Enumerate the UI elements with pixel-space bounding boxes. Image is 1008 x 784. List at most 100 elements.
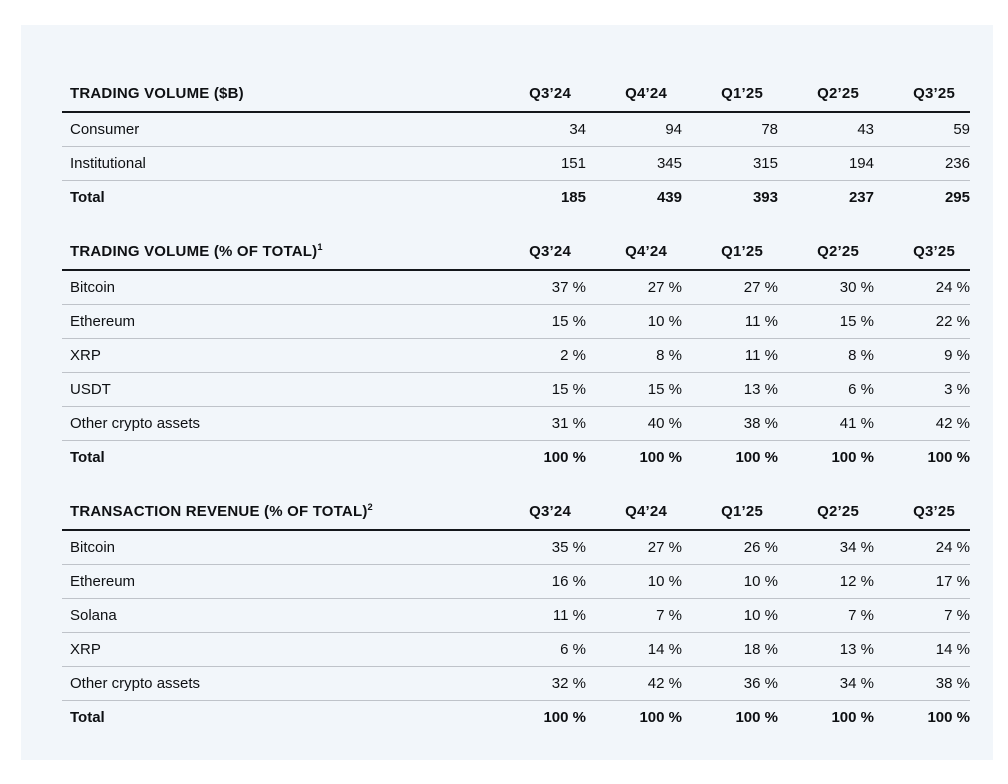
cell-value: 34 [569, 120, 586, 138]
total-row: Total 185 439 393 237 295 [62, 179, 970, 214]
cell-value: 10 % [586, 303, 682, 338]
cell-value: 100 % [490, 699, 586, 734]
section-trading-volume-usd: TRADING VOLUME ($B) Q3’24 Q4’24 Q1’25 Q2’25 Q… [62, 85, 970, 214]
row-label: Other crypto assets [62, 665, 490, 700]
cell-value: 59 [953, 120, 970, 138]
row-label: Institutional [62, 145, 490, 180]
cell-value: 7 % [778, 597, 874, 632]
header-row: TRANSACTION REVENUE (% OF TOTAL)2 Q3’24 Q4… [62, 502, 970, 531]
quarter-column-header: Q2’25 [778, 243, 874, 271]
quarter-column-header: Q3’25 [874, 85, 970, 113]
cell-value: 42 % [874, 405, 970, 440]
cell-value: 26 % [743, 538, 778, 556]
row-label: Bitcoin [70, 538, 116, 556]
table-title: TRADING VOLUME (% OF TOTAL)1 [62, 242, 490, 271]
cell-value: 27 % [647, 538, 682, 556]
quarter-column-header: Q3’24 [490, 243, 586, 271]
cell-value: 295 [874, 179, 970, 214]
table-row: Ethereum 15 % 10 % 11 % 15 % 22 % [62, 303, 970, 338]
total-row: Total 100 % 100 % 100 % 100 % 100 % [62, 439, 970, 474]
cell-value: 35 % [551, 538, 586, 556]
row-label: XRP [62, 337, 490, 372]
row-label: Total [62, 439, 490, 474]
cell-value: 22 % [874, 303, 970, 338]
cell-value: 100 % [682, 699, 778, 734]
cell-value: 7 % [586, 597, 682, 632]
cell-value: 6 % [778, 371, 874, 406]
cell-value: 151 [490, 145, 586, 180]
row-label: Total [62, 699, 490, 734]
cell-value: 17 % [874, 563, 970, 598]
quarter-column-header: Q2’25 [778, 503, 874, 531]
cell-value: 15 % [490, 371, 586, 406]
quarter-column-header: Q3’24 [490, 503, 586, 531]
row-label: Total [62, 179, 490, 214]
cell-value: 100 % [682, 439, 778, 474]
row-label: USDT [62, 371, 490, 406]
row-label: Ethereum [62, 303, 490, 338]
cell-value: 3 % [874, 371, 970, 406]
cell-value: 40 % [586, 405, 682, 440]
table-title: TRANSACTION REVENUE (% OF TOTAL)2 [62, 502, 490, 531]
trading-volume-usd-table: TRADING VOLUME ($B) Q3’24 Q4’24 Q1’25 Q2’25 Q… [62, 85, 970, 214]
table-row: Institutional 151 345 315 194 236 [62, 145, 970, 180]
header-row: TRADING VOLUME (% OF TOTAL)1 Q3’24 Q4’24 Q1… [62, 242, 970, 271]
section-trading-volume-pct: TRADING VOLUME (% OF TOTAL)1 Q3’24 Q4’24 Q1… [62, 242, 970, 474]
trading-volume-pct-table: TRADING VOLUME (% OF TOTAL)1 Q3’24 Q4’24 Q1… [62, 242, 970, 474]
quarter-column-header: Q1’25 [682, 503, 778, 531]
table-row: Bitcoin 35 % 27 % 26 % 34 % 24 % [62, 530, 970, 564]
cell-value: 12 % [778, 563, 874, 598]
quarter-column-header: Q4’24 [586, 503, 682, 531]
cell-value: 37 % [551, 278, 586, 296]
header-row: TRADING VOLUME ($B) Q3’24 Q4’24 Q1’25 Q2’25 Q… [62, 85, 970, 113]
row-label: Other crypto assets [62, 405, 490, 440]
cell-value: 185 [490, 179, 586, 214]
cell-value: 345 [586, 145, 682, 180]
cell-value: 30 % [839, 278, 874, 296]
quarter-column-header: Q2’25 [778, 85, 874, 113]
table-row: Bitcoin 37 % 27 % 27 % 30 % 24 % [62, 270, 970, 304]
quarter-column-header: Q1’25 [682, 243, 778, 271]
cell-value: 100 % [874, 439, 970, 474]
cell-value: 42 % [586, 665, 682, 700]
table-title: TRADING VOLUME ($B) [62, 85, 490, 113]
financial-data-card: TRADING VOLUME ($B) Q3’24 Q4’24 Q1’25 Q2’25 Q… [21, 25, 993, 760]
cell-value: 27 % [647, 278, 682, 296]
cell-value: 24 % [935, 278, 970, 296]
cell-value: 11 % [682, 303, 778, 338]
table-row: Other crypto assets 31 % 40 % 38 % 41 % 42 % [62, 405, 970, 440]
cell-value: 14 % [586, 631, 682, 666]
cell-value: 100 % [874, 699, 970, 734]
cell-value: 237 [778, 179, 874, 214]
cell-value: 38 % [874, 665, 970, 700]
table-row: XRP 2 % 8 % 11 % 8 % 9 % [62, 337, 970, 372]
row-label: XRP [62, 631, 490, 666]
cell-value: 34 % [839, 538, 874, 556]
table-row: XRP 6 % 14 % 18 % 13 % 14 % [62, 631, 970, 666]
quarter-column-header: Q4’24 [586, 85, 682, 113]
cell-value: 11 % [682, 337, 778, 372]
cell-value: 100 % [586, 699, 682, 734]
title-superscript-footnote: 2 [367, 502, 373, 512]
cell-value: 27 % [743, 278, 778, 296]
table-row: Ethereum 16 % 10 % 10 % 12 % 17 % [62, 563, 970, 598]
title-superscript-footnote: 1 [317, 242, 323, 252]
cell-value: 10 % [682, 597, 778, 632]
cell-value: 236 [874, 145, 970, 180]
cell-value: 94 [665, 120, 682, 138]
cell-value: 16 % [490, 563, 586, 598]
cell-value: 32 % [490, 665, 586, 700]
row-label: Ethereum [62, 563, 490, 598]
cell-value: 6 % [490, 631, 586, 666]
table-row: Solana 11 % 7 % 10 % 7 % 7 % [62, 597, 970, 632]
cell-value: 9 % [874, 337, 970, 372]
cell-value: 78 [761, 120, 778, 138]
cell-value: 13 % [682, 371, 778, 406]
cell-value: 194 [778, 145, 874, 180]
cell-value: 393 [682, 179, 778, 214]
transaction-revenue-pct-table: TRANSACTION REVENUE (% OF TOTAL)2 Q3’24 Q4… [62, 502, 970, 734]
cell-value: 10 % [682, 563, 778, 598]
cell-value: 2 % [490, 337, 586, 372]
cell-value: 100 % [778, 439, 874, 474]
cell-value: 41 % [778, 405, 874, 440]
